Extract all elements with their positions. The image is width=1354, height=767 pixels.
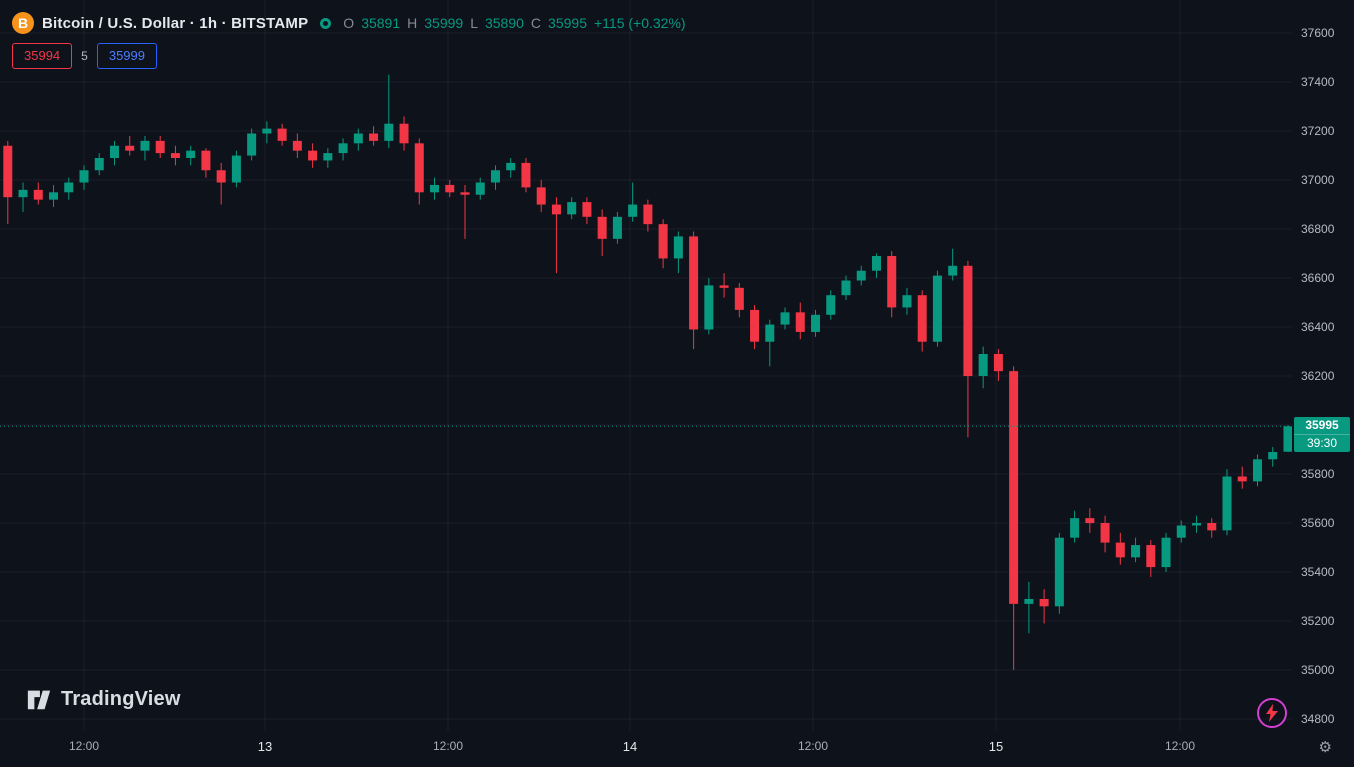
price-axis-label: 37200 xyxy=(1301,124,1335,139)
open-label: O xyxy=(343,15,355,31)
close-label: C xyxy=(530,15,542,31)
current-price-badge: 35995 39:30 xyxy=(1294,417,1350,453)
price-axis-label: 37000 xyxy=(1301,173,1335,188)
price-axis-label: 37400 xyxy=(1301,75,1335,90)
candlestick-chart[interactable] xyxy=(0,0,1292,731)
time-axis-label: 14 xyxy=(622,739,638,754)
high-label: H xyxy=(407,15,418,31)
price-axis-label: 37600 xyxy=(1301,26,1335,41)
price-axis-label: 35800 xyxy=(1301,467,1335,482)
bitcoin-icon: B xyxy=(12,12,34,34)
price-axis-label: 36800 xyxy=(1301,222,1335,237)
spread-value: 5 xyxy=(81,49,88,63)
change-value: +115 (+0.32%) xyxy=(593,15,686,31)
price-axis-label: 35400 xyxy=(1301,565,1335,579)
price-axis-label: 36400 xyxy=(1301,320,1335,335)
price-axis-label: 35200 xyxy=(1301,614,1335,628)
current-price-label: 35995 xyxy=(1305,418,1339,433)
flash-icon[interactable] xyxy=(1257,698,1287,728)
low-label: L xyxy=(470,15,478,31)
tradingview-logo[interactable]: TradingView xyxy=(26,686,181,712)
symbol-title[interactable]: Bitcoin / U.S. Dollar · 1h · BITSTAMP xyxy=(42,14,309,32)
price-axis-label: 34800 xyxy=(1301,711,1335,726)
buy-button[interactable]: 35999 xyxy=(96,43,157,69)
low-value: 35890 xyxy=(484,15,524,31)
ohlc-values: O 35891 H 35999 L 35890 C 35995 +115 (+0.32%… xyxy=(343,15,685,31)
price-axis-label: 36200 xyxy=(1301,369,1335,384)
time-axis-label: 12:00 xyxy=(797,739,829,753)
price-axis-label: 36600 xyxy=(1301,271,1335,286)
close-value: 35995 xyxy=(548,15,587,31)
market-status-icon[interactable] xyxy=(320,17,332,29)
time-axis-label: 12:00 xyxy=(68,739,100,753)
lightning-bolt-icon xyxy=(1266,704,1278,722)
time-axis-label: 13 xyxy=(257,739,273,754)
sell-button[interactable]: 35994 xyxy=(12,43,73,69)
time-axis-label: 12:00 xyxy=(432,739,464,753)
price-axis-label: 35000 xyxy=(1301,663,1335,677)
settings-gear-icon[interactable]: ⚙ xyxy=(1318,739,1332,756)
tradingview-logo-text: TradingView xyxy=(61,687,181,710)
bar-countdown: 39:30 xyxy=(1294,434,1350,452)
time-axis-label: 15 xyxy=(988,739,1004,754)
open-value: 35891 xyxy=(361,15,401,31)
high-value: 35999 xyxy=(424,15,464,31)
chart-legend: B Bitcoin / U.S. Dollar · 1h · BITSTAMP … xyxy=(12,10,686,69)
price-axis[interactable]: 37600 37400 37200 37000 36800 36600 36400 36200… xyxy=(1292,0,1354,731)
tradingview-logo-icon xyxy=(27,690,51,710)
time-axis[interactable]: ⚙ 12:00 13 12:00 14 12:00 15 12:00 xyxy=(0,731,1354,767)
price-axis-label: 35600 xyxy=(1301,516,1335,531)
time-axis-label: 12:00 xyxy=(1164,739,1196,753)
